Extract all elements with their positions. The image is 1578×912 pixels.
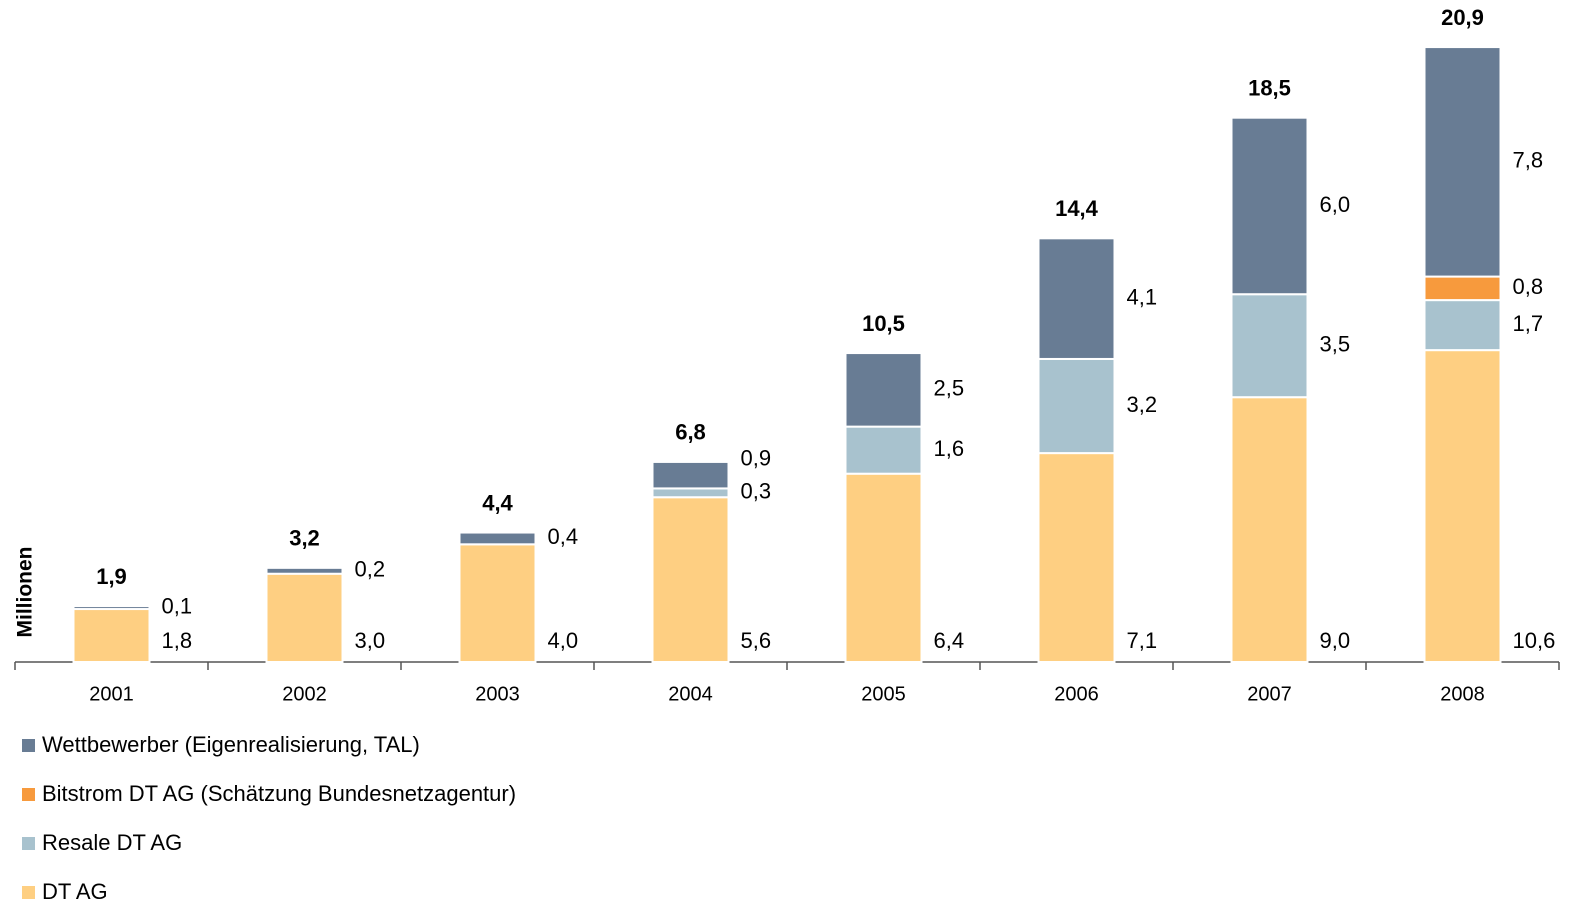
bar-segment xyxy=(844,472,923,663)
value-label: 0,4 xyxy=(548,524,579,549)
legend-swatch xyxy=(22,886,35,899)
bar-segment xyxy=(458,531,537,546)
legend-swatch xyxy=(22,837,35,850)
x-tick-label: 2002 xyxy=(282,683,327,705)
x-tick-label: 2003 xyxy=(475,683,520,705)
total-label: 14,4 xyxy=(1055,196,1099,221)
value-label: 3,5 xyxy=(1320,332,1351,357)
legend-label: DT AG xyxy=(42,879,108,904)
value-label: 6,4 xyxy=(934,628,965,653)
bar-segment xyxy=(1230,116,1309,296)
x-tick-label: 2004 xyxy=(668,683,713,705)
legend-swatch xyxy=(22,788,35,801)
x-tick-label: 2001 xyxy=(89,683,134,705)
bar-segment xyxy=(844,352,923,428)
value-label: 10,6 xyxy=(1513,628,1556,653)
value-label: 3,2 xyxy=(1127,392,1158,417)
total-label: 18,5 xyxy=(1248,76,1291,101)
value-label: 7,8 xyxy=(1513,148,1544,173)
bar-segment xyxy=(1423,299,1502,352)
legend-label: Resale DT AG xyxy=(42,830,182,855)
total-label: 10,5 xyxy=(862,311,905,336)
value-label: 6,0 xyxy=(1320,192,1351,217)
value-label: 1,8 xyxy=(162,628,193,653)
x-tick-label: 2008 xyxy=(1440,683,1485,705)
bar-segment xyxy=(1230,396,1309,663)
y-axis-label: Millionen xyxy=(14,547,37,638)
total-label: 1,9 xyxy=(96,564,127,589)
value-label: 0,8 xyxy=(1513,274,1544,299)
value-label: 7,1 xyxy=(1127,628,1158,653)
total-label: 3,2 xyxy=(289,526,320,551)
bar-segment xyxy=(651,496,730,664)
bar-segment xyxy=(1230,293,1309,399)
legend-label: Bitstrom DT AG (Schätzung Bundesnetzagen… xyxy=(42,781,516,806)
bar-segment xyxy=(651,460,730,490)
x-tick-label: 2007 xyxy=(1247,683,1292,705)
value-label: 4,0 xyxy=(548,628,579,653)
value-label: 5,6 xyxy=(741,628,772,653)
value-label: 1,6 xyxy=(934,436,965,461)
bar-segment xyxy=(1037,452,1116,664)
total-label: 4,4 xyxy=(482,490,513,515)
value-label: 0,9 xyxy=(741,446,772,471)
bar-segment xyxy=(1423,349,1502,663)
bar-segment xyxy=(1037,237,1116,360)
bar-segment xyxy=(1037,357,1116,455)
value-label: 3,0 xyxy=(355,628,386,653)
bar-segment xyxy=(458,543,537,663)
value-label: 9,0 xyxy=(1320,628,1351,653)
value-label: 2,5 xyxy=(934,376,965,401)
value-label: 0,3 xyxy=(741,479,772,504)
bar-segment xyxy=(72,608,151,663)
bar-segment xyxy=(265,572,344,664)
total-label: 20,9 xyxy=(1441,5,1484,30)
x-tick-label: 2006 xyxy=(1054,683,1099,705)
total-label: 6,8 xyxy=(675,420,706,445)
bar-segment xyxy=(651,487,730,499)
bar-segment xyxy=(72,605,151,611)
x-tick-label: 2005 xyxy=(861,683,906,705)
value-label: 0,1 xyxy=(162,593,193,618)
value-label: 0,2 xyxy=(355,557,386,582)
bar-segment xyxy=(1423,46,1502,278)
bar-segment xyxy=(1423,275,1502,302)
bar-segment xyxy=(844,425,923,475)
legend-swatch xyxy=(22,739,35,752)
bar-segment xyxy=(265,566,344,575)
legend-label: Wettbewerber (Eigenrealisierung, TAL) xyxy=(42,732,420,757)
value-label: 1,7 xyxy=(1513,311,1544,336)
value-label: 4,1 xyxy=(1127,284,1158,309)
